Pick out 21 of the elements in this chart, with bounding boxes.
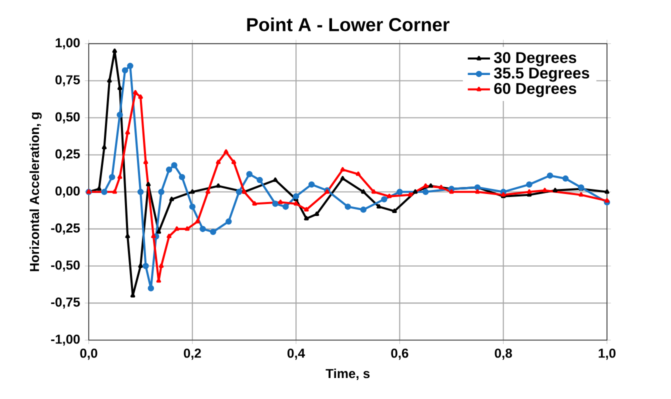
x-tick-label: 0,0 [80, 348, 98, 360]
y-tick-label: -0,25 [51, 223, 80, 234]
x-tick-label: 0,4 [288, 348, 305, 360]
y-axis-title: Horizontal Acceleration, g [30, 112, 42, 272]
legend-label: 30 Degrees [494, 52, 576, 66]
x-tick-label: 0,8 [494, 348, 512, 360]
y-tick-label: 0,25 [55, 149, 80, 160]
y-tick-label: 1,00 [56, 38, 80, 50]
x-tick-label: 1,0 [598, 348, 616, 360]
legend-label: 60 Degrees [494, 82, 576, 98]
y-tick-label: 0,50 [55, 112, 80, 124]
y-tick-label: -1,00 [51, 334, 80, 346]
y-tick-label: 0,00 [55, 186, 80, 198]
y-tick-label: -0,75 [51, 297, 80, 308]
x-tick-label: 0,6 [391, 348, 408, 360]
chart-title: Point A - Lower Corner [247, 17, 450, 32]
y-tick-label: 0,75 [55, 75, 80, 86]
y-tick-label: -0,50 [51, 260, 80, 272]
x-axis-title: Time, s [326, 368, 370, 380]
legend-label: 35.5 Degrees [494, 67, 590, 82]
x-tick-label: 0,2 [184, 348, 201, 360]
